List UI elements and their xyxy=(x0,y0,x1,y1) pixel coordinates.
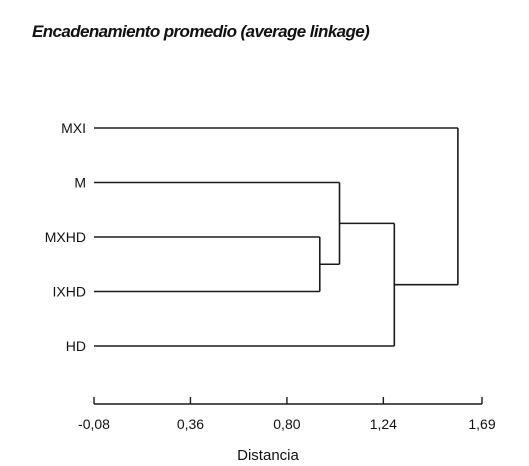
x-axis: -0,08 0,36 0,80 1,24 1,69 xyxy=(78,397,496,432)
x-tick-label: 0,80 xyxy=(273,416,300,432)
leaf-labels: MXI M MXHD IXHD HD xyxy=(45,120,86,354)
x-tick-label: 0,36 xyxy=(177,416,204,432)
leaf-label: HD xyxy=(66,338,86,354)
chart-title: Encadenamiento promedio (average linkage… xyxy=(32,22,370,41)
x-tick-label: -0,08 xyxy=(78,416,110,432)
branches xyxy=(94,127,459,347)
x-tick-label: 1,69 xyxy=(468,416,495,432)
x-tick-label: 1,24 xyxy=(370,416,397,432)
leaf-label: MXI xyxy=(61,120,86,136)
leaf-label: IXHD xyxy=(53,284,86,300)
x-axis-label: Distancia xyxy=(237,447,299,464)
leaf-label: M xyxy=(74,175,86,191)
leaf-label: MXHD xyxy=(45,229,86,245)
